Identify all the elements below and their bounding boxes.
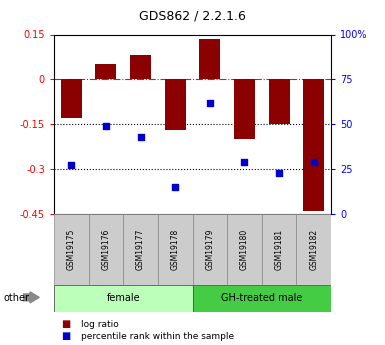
Bar xyxy=(165,79,186,130)
Bar xyxy=(199,39,220,79)
Text: GSM19176: GSM19176 xyxy=(101,229,110,270)
Text: GH-treated male: GH-treated male xyxy=(221,294,303,303)
Text: ■: ■ xyxy=(62,319,71,329)
Point xyxy=(207,100,213,106)
Text: GSM19181: GSM19181 xyxy=(275,229,284,270)
Text: log ratio: log ratio xyxy=(81,320,119,329)
Text: GSM19178: GSM19178 xyxy=(171,229,180,270)
Point xyxy=(241,159,248,165)
Point xyxy=(276,170,282,175)
Bar xyxy=(95,65,116,79)
FancyBboxPatch shape xyxy=(89,214,123,285)
Text: GSM19175: GSM19175 xyxy=(67,229,76,270)
Text: percentile rank within the sample: percentile rank within the sample xyxy=(81,332,234,341)
Text: GSM19182: GSM19182 xyxy=(309,229,318,270)
FancyBboxPatch shape xyxy=(262,214,296,285)
Text: GSM19180: GSM19180 xyxy=(240,229,249,270)
Text: GDS862 / 2.2.1.6: GDS862 / 2.2.1.6 xyxy=(139,9,246,22)
Bar xyxy=(234,79,255,139)
FancyBboxPatch shape xyxy=(192,285,331,312)
FancyBboxPatch shape xyxy=(54,285,192,312)
Bar xyxy=(303,79,324,211)
Point xyxy=(172,184,178,190)
Text: ■: ■ xyxy=(62,332,71,341)
FancyBboxPatch shape xyxy=(192,214,227,285)
Bar xyxy=(130,56,151,79)
Point xyxy=(311,159,317,165)
Text: other: other xyxy=(4,294,30,303)
FancyArrow shape xyxy=(23,292,39,303)
Text: GSM19179: GSM19179 xyxy=(205,229,214,270)
Point xyxy=(68,163,74,168)
FancyBboxPatch shape xyxy=(296,214,331,285)
FancyBboxPatch shape xyxy=(54,214,89,285)
Text: GSM19177: GSM19177 xyxy=(136,229,145,270)
Point xyxy=(137,134,144,139)
Point xyxy=(103,123,109,129)
Text: female: female xyxy=(106,294,140,303)
FancyBboxPatch shape xyxy=(227,214,262,285)
FancyBboxPatch shape xyxy=(158,214,192,285)
FancyBboxPatch shape xyxy=(123,214,158,285)
Bar xyxy=(61,79,82,118)
Bar xyxy=(269,79,290,124)
